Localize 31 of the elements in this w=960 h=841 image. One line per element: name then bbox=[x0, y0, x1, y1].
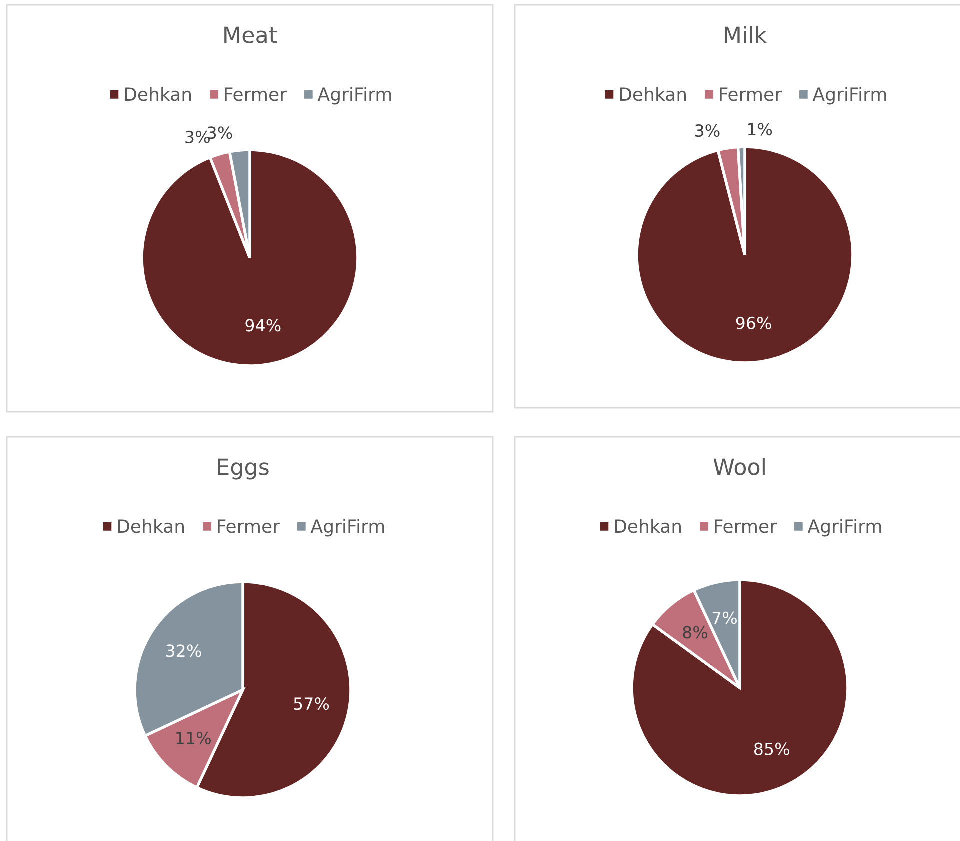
legend-label: AgriFirm bbox=[812, 87, 886, 105]
pie-slice bbox=[636, 146, 854, 364]
chart-title: Milk bbox=[724, 26, 768, 44]
pie-slice bbox=[630, 578, 850, 798]
chart-title: Meat bbox=[224, 26, 278, 44]
legend-label: Fermer bbox=[225, 88, 288, 102]
legend-label: Fermer bbox=[720, 88, 782, 102]
legend-label: AgriFirm bbox=[808, 519, 882, 537]
legend-label: AgriFirm bbox=[318, 87, 392, 105]
legend-label: Dehkan bbox=[118, 519, 184, 534]
legend-label: Fermer bbox=[218, 520, 280, 534]
legend-label: Dehkan bbox=[615, 519, 682, 534]
data-label: 85% bbox=[754, 742, 790, 756]
chart-title: Eggs bbox=[218, 458, 269, 480]
data-label: 3% bbox=[696, 124, 720, 138]
data-label: 57% bbox=[294, 698, 330, 710]
legend-label: Dehkan bbox=[620, 87, 686, 102]
data-label: 32% bbox=[166, 644, 202, 658]
data-label: 3% bbox=[208, 126, 232, 140]
data-label: 96% bbox=[736, 316, 772, 330]
data-label: 8% bbox=[683, 626, 708, 639]
data-label: 94% bbox=[246, 319, 281, 332]
data-label: 11% bbox=[176, 732, 211, 744]
data-label: 7% bbox=[712, 612, 737, 624]
data-label: 1% bbox=[748, 123, 772, 136]
legend-label: AgriFirm bbox=[310, 519, 384, 537]
chart-title: Wool bbox=[714, 458, 765, 476]
data-label: 3% bbox=[186, 130, 210, 144]
legend-label: Fermer bbox=[715, 520, 778, 534]
pie-slice bbox=[140, 148, 360, 368]
legend-label: Dehkan bbox=[125, 87, 192, 102]
